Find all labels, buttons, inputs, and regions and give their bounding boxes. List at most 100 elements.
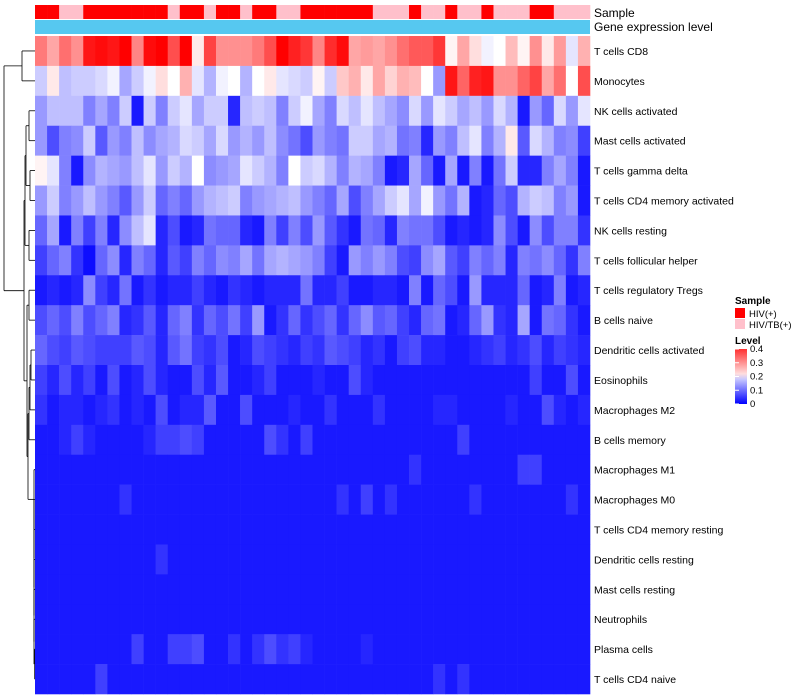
heatmap-cell (384, 544, 398, 575)
heatmap-cells (35, 36, 591, 695)
heatmap-cell (409, 275, 422, 306)
heatmap-cell (517, 604, 530, 635)
heatmap-cell (276, 454, 289, 485)
heatmap-cell (384, 335, 398, 366)
heatmap-cell (215, 65, 229, 97)
heatmap-cell (348, 65, 362, 97)
heatmap-cell (360, 215, 374, 246)
heatmap-cell (47, 125, 60, 156)
heatmap-cell (203, 574, 217, 605)
sample-annotation-cell (47, 5, 60, 19)
heatmap-cell (396, 424, 410, 456)
heatmap-cell (35, 424, 48, 456)
heatmap-cell (95, 305, 108, 336)
heatmap-cell (421, 484, 434, 515)
heatmap-cell (541, 36, 555, 67)
heatmap-cell (59, 36, 72, 67)
heatmap-cell (505, 484, 518, 515)
heatmap-cell (324, 245, 337, 276)
heatmap-cell (541, 454, 555, 485)
heatmap-cell (384, 125, 398, 156)
heatmap-cell (324, 335, 337, 366)
heatmap-cell (312, 95, 325, 127)
heatmap-cell (565, 245, 579, 276)
heatmap-cell (336, 664, 349, 695)
heatmap-cell (59, 155, 72, 186)
heatmap-cell (191, 335, 205, 366)
heatmap-cell (493, 275, 506, 306)
heatmap-cell (421, 245, 434, 276)
heatmap-cell (312, 394, 325, 426)
heatmap-cell (47, 185, 60, 216)
heatmap-cell (553, 574, 567, 605)
heatmap-cell (83, 275, 96, 306)
heatmap-cell (577, 95, 591, 127)
heatmap-cell (167, 394, 181, 426)
heatmap-cell (553, 394, 567, 426)
heatmap-cell (421, 454, 434, 485)
heatmap-cell (59, 544, 72, 575)
heatmap-cell (288, 245, 301, 276)
heatmap-cell (336, 454, 349, 485)
heatmap-cell (577, 335, 591, 366)
heatmap-cell (288, 185, 301, 216)
heatmap-cell (203, 155, 217, 186)
heatmap-cell (203, 245, 217, 276)
heatmap-cell (384, 664, 398, 695)
heatmap-cell (59, 305, 72, 336)
heatmap-cell (228, 155, 241, 186)
heatmap-cell (384, 454, 398, 485)
heatmap-cell (336, 365, 349, 396)
heatmap-cell (565, 305, 579, 336)
heatmap-cell (71, 574, 84, 605)
heatmap-cell (457, 574, 470, 605)
heatmap-cell (493, 664, 506, 695)
heatmap-cell (83, 95, 96, 127)
heatmap-cell (240, 394, 253, 426)
heatmap-cell (541, 335, 555, 366)
heatmap-cell (276, 36, 289, 67)
heatmap-cell (553, 454, 567, 485)
heatmap-cell (348, 604, 362, 635)
heatmap-cell (421, 394, 434, 426)
heatmap-cell (493, 155, 506, 186)
heatmap-cell (83, 604, 96, 635)
heatmap-cell (95, 604, 108, 635)
heatmap-cell (384, 514, 398, 545)
heatmap-cell (481, 544, 494, 575)
heatmap-cell (312, 634, 325, 665)
heatmap-cell (348, 155, 362, 186)
heatmap-cell (372, 185, 386, 216)
heatmap-cell (396, 335, 410, 366)
heatmap-cell (131, 424, 144, 456)
legend-label-hiv-tb: HIV/TB(+) (749, 320, 792, 331)
heatmap-cell (300, 484, 313, 515)
heatmap-cell (59, 574, 72, 605)
heatmap-cell (107, 664, 120, 695)
heatmap-cell (529, 604, 543, 635)
heatmap-cell (119, 275, 132, 306)
heatmap-cell (228, 335, 241, 366)
heatmap-cell (47, 36, 60, 67)
heatmap-cell (252, 514, 265, 545)
heatmap-cell (505, 454, 518, 485)
heatmap-cell (288, 125, 301, 156)
heatmap-cell (481, 335, 494, 366)
heatmap-cell (493, 365, 506, 396)
heatmap-cell (469, 36, 482, 67)
heatmap-cell (336, 215, 349, 246)
heatmap-cell (59, 335, 72, 366)
heatmap-cell (541, 125, 555, 156)
heatmap-cell (541, 275, 555, 306)
heatmap-cell (553, 65, 567, 97)
heatmap-cell (312, 514, 325, 545)
heatmap-cell (553, 335, 567, 366)
heatmap-cell (35, 155, 48, 186)
heatmap-cell (215, 394, 229, 426)
heatmap-cell (517, 424, 530, 456)
heatmap-cell (396, 215, 410, 246)
heatmap-cell (179, 394, 193, 426)
heatmap-cell (264, 664, 277, 695)
heatmap-cell (457, 484, 470, 515)
heatmap-cell (541, 484, 555, 515)
